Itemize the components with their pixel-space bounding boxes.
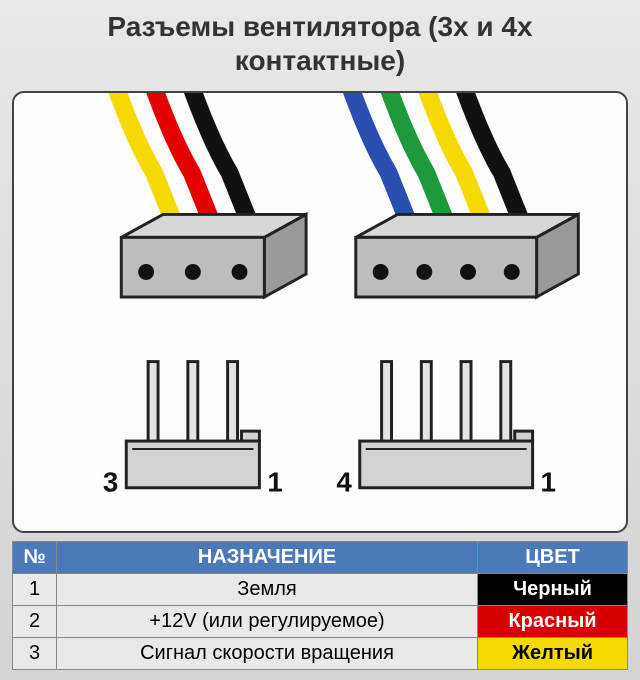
cell-number: 3 bbox=[13, 638, 57, 670]
cell-color: Желтый bbox=[478, 638, 628, 670]
pinout-table: № НАЗНАЧЕНИЕ ЦВЕТ 1ЗемляЧерный2+12V (или… bbox=[12, 541, 628, 670]
table-row: 3Сигнал скорости вращенияЖелтый bbox=[13, 638, 628, 670]
cell-purpose: Земля bbox=[57, 574, 478, 606]
col-header-color: ЦВЕТ bbox=[478, 542, 628, 574]
page-title: Разъемы вентилятора (3х и 4х контактные) bbox=[0, 0, 640, 85]
diagram-frame: 3 1 4 1 bbox=[12, 91, 628, 533]
cell-purpose: Сигнал скорости вращения bbox=[57, 638, 478, 670]
cell-color: Черный bbox=[478, 574, 628, 606]
svg-text:1: 1 bbox=[541, 467, 556, 498]
table-row: 1ЗемляЧерный bbox=[13, 574, 628, 606]
page-root: Разъемы вентилятора (3х и 4х контактные)… bbox=[0, 0, 640, 680]
svg-text:3: 3 bbox=[103, 467, 118, 498]
cell-number: 1 bbox=[13, 574, 57, 606]
col-header-purpose: НАЗНАЧЕНИЕ bbox=[57, 542, 478, 574]
diagram-svg: 3 1 4 1 bbox=[14, 93, 626, 531]
svg-text:1: 1 bbox=[267, 467, 282, 498]
cell-purpose: +12V (или регулируемое) bbox=[57, 606, 478, 638]
cell-number: 2 bbox=[13, 606, 57, 638]
cell-color: Красный bbox=[478, 606, 628, 638]
svg-text:4: 4 bbox=[336, 467, 352, 498]
col-header-number: № bbox=[13, 542, 57, 574]
pinout-table-wrap: № НАЗНАЧЕНИЕ ЦВЕТ 1ЗемляЧерный2+12V (или… bbox=[12, 541, 628, 670]
table-row: 2+12V (или регулируемое)Красный bbox=[13, 606, 628, 638]
